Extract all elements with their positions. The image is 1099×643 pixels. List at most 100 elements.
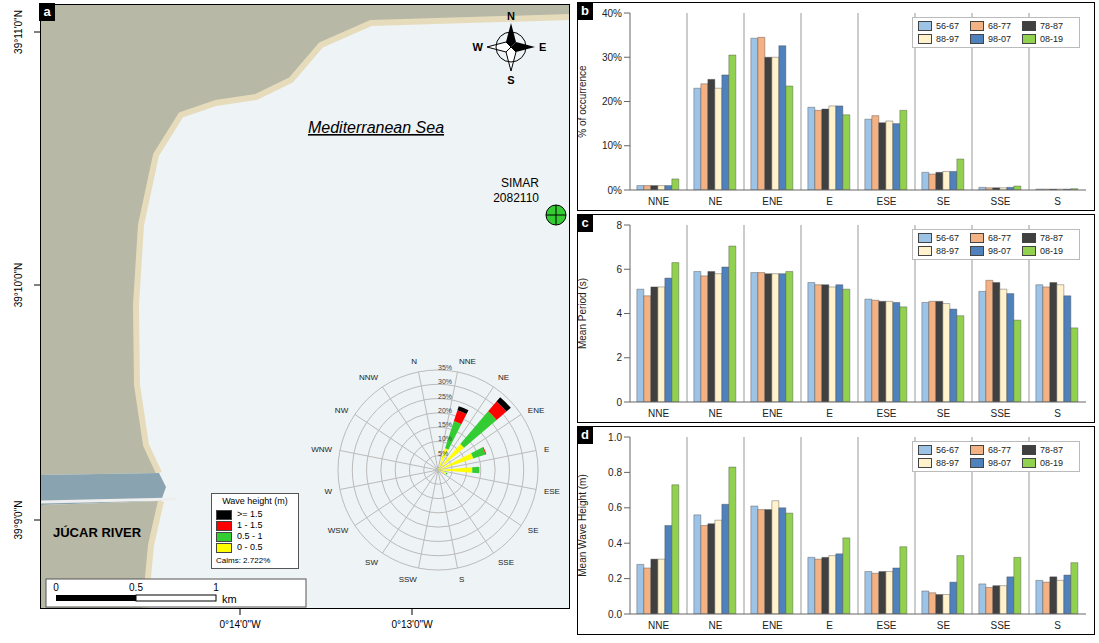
svg-text:N: N xyxy=(507,10,515,22)
svg-text:ENE: ENE xyxy=(528,406,544,415)
svg-text:30%: 30% xyxy=(438,378,452,385)
svg-text:6: 6 xyxy=(616,264,622,275)
svg-text:% of occurrence: % of occurrence xyxy=(578,65,588,138)
svg-text:ENE: ENE xyxy=(762,620,783,631)
html-text:0.5 - 1: 0.5 - 1 xyxy=(237,531,263,541)
svg-text:30%: 30% xyxy=(602,52,622,63)
svg-text:N: N xyxy=(411,357,417,366)
svg-text:E: E xyxy=(826,408,833,419)
svg-text:ENE: ENE xyxy=(762,408,783,419)
svg-text:NNE: NNE xyxy=(648,620,669,631)
svg-text:E: E xyxy=(544,445,549,454)
html-text:Wave height (m): Wave height (m) xyxy=(222,496,288,506)
svg-text:ENE: ENE xyxy=(762,196,783,207)
svg-text:NW: NW xyxy=(335,406,349,415)
svg-text:0°13'0"W: 0°13'0"W xyxy=(391,619,433,630)
svg-text:SE: SE xyxy=(528,526,539,535)
html-text:98-07: 98-07 xyxy=(988,34,1011,44)
svg-text:WNW: WNW xyxy=(311,445,332,454)
svg-text:E: E xyxy=(539,41,546,53)
svg-text:S: S xyxy=(507,74,514,86)
svg-text:0: 0 xyxy=(616,397,622,408)
svg-text:S: S xyxy=(459,575,464,584)
svg-text:SW: SW xyxy=(365,558,378,567)
svg-text:ESE: ESE xyxy=(876,408,896,419)
svg-text:JÚCAR RIVER: JÚCAR RIVER xyxy=(53,525,142,540)
svg-text:SSE: SSE xyxy=(990,408,1010,419)
svg-text:S: S xyxy=(1054,408,1061,419)
svg-text:4: 4 xyxy=(616,308,622,319)
svg-text:W: W xyxy=(325,487,333,496)
svg-text:5%: 5% xyxy=(438,450,448,457)
svg-text:0.5: 0.5 xyxy=(129,582,143,593)
svg-text:25%: 25% xyxy=(438,393,452,400)
html-text:88-97: 88-97 xyxy=(936,246,959,256)
html-text:98-07: 98-07 xyxy=(988,246,1011,256)
html-text:0 - 0.5: 0 - 0.5 xyxy=(237,542,263,552)
svg-text:E: E xyxy=(826,620,833,631)
svg-text:8: 8 xyxy=(616,220,622,231)
svg-text:0%: 0% xyxy=(608,185,623,196)
svg-text:0: 0 xyxy=(53,582,59,593)
svg-text:20%: 20% xyxy=(438,407,452,414)
svg-text:Mean Wave Height (m): Mean Wave Height (m) xyxy=(578,474,588,576)
svg-text:ESE: ESE xyxy=(876,196,896,207)
svg-text:1: 1 xyxy=(213,582,219,593)
svg-text:SSW: SSW xyxy=(399,575,418,584)
svg-text:20%: 20% xyxy=(602,96,622,107)
svg-text:WSW: WSW xyxy=(328,526,349,535)
svg-text:SSE: SSE xyxy=(498,558,514,567)
html-text:56-67: 56-67 xyxy=(936,233,959,243)
html-text:08-19: 08-19 xyxy=(1040,34,1063,44)
svg-text:SIMAR: SIMAR xyxy=(501,176,539,190)
svg-text:2082110: 2082110 xyxy=(493,191,539,205)
svg-text:2: 2 xyxy=(616,352,622,363)
svg-text:10%: 10% xyxy=(438,435,452,442)
svg-text:W: W xyxy=(473,41,484,53)
svg-text:35%: 35% xyxy=(438,364,452,371)
svg-text:NNE: NNE xyxy=(648,196,669,207)
svg-text:10%: 10% xyxy=(602,140,622,151)
svg-text:0.4: 0.4 xyxy=(608,538,622,549)
svg-text:1.0: 1.0 xyxy=(608,432,622,443)
svg-text:39°11'0"N: 39°11'0"N xyxy=(13,10,24,54)
svg-text:0.8: 0.8 xyxy=(608,467,622,478)
svg-text:Mean Period (s): Mean Period (s) xyxy=(578,278,588,349)
html-text:68-77: 68-77 xyxy=(988,21,1011,31)
svg-text:SE: SE xyxy=(937,408,951,419)
svg-text:SE: SE xyxy=(937,196,951,207)
svg-text:ESE: ESE xyxy=(544,487,560,496)
svg-text:39°10'0"N: 39°10'0"N xyxy=(13,263,24,308)
svg-text:0.6: 0.6 xyxy=(608,502,622,513)
svg-text:E: E xyxy=(826,196,833,207)
svg-text:40%: 40% xyxy=(602,8,622,19)
svg-text:NNW: NNW xyxy=(359,373,379,382)
svg-text:ESE: ESE xyxy=(876,620,896,631)
svg-text:SSE: SSE xyxy=(990,620,1010,631)
svg-text:NNE: NNE xyxy=(648,408,669,419)
svg-text:NNE: NNE xyxy=(459,357,476,366)
html-text:78-87: 78-87 xyxy=(1040,233,1063,243)
svg-text:S: S xyxy=(1054,620,1061,631)
svg-text:NE: NE xyxy=(498,373,509,382)
html-text:88-97: 88-97 xyxy=(936,34,959,44)
svg-text:NE: NE xyxy=(709,408,723,419)
svg-text:SE: SE xyxy=(937,620,951,631)
svg-text:0°14'0"W: 0°14'0"W xyxy=(219,619,261,630)
svg-text:39°9'0"N: 39°9'0"N xyxy=(13,501,24,540)
html-text:08-19: 08-19 xyxy=(1040,246,1063,256)
html-text:1 - 1.5: 1 - 1.5 xyxy=(237,520,263,530)
svg-text:15%: 15% xyxy=(438,421,452,428)
html-text:56-67: 56-67 xyxy=(936,21,959,31)
html-text:78-87: 78-87 xyxy=(1040,21,1063,31)
html-text:68-77: 68-77 xyxy=(988,233,1011,243)
svg-text:Mediterranean Sea: Mediterranean Sea xyxy=(308,119,444,136)
svg-text:SSE: SSE xyxy=(990,196,1010,207)
html-text:>= 1.5: >= 1.5 xyxy=(237,509,263,519)
svg-text:S: S xyxy=(1054,196,1061,207)
svg-text:0.2: 0.2 xyxy=(608,573,622,584)
svg-text:NE: NE xyxy=(709,620,723,631)
svg-text:0.0: 0.0 xyxy=(608,609,622,620)
svg-text:NE: NE xyxy=(709,196,723,207)
svg-text:km: km xyxy=(222,593,237,605)
